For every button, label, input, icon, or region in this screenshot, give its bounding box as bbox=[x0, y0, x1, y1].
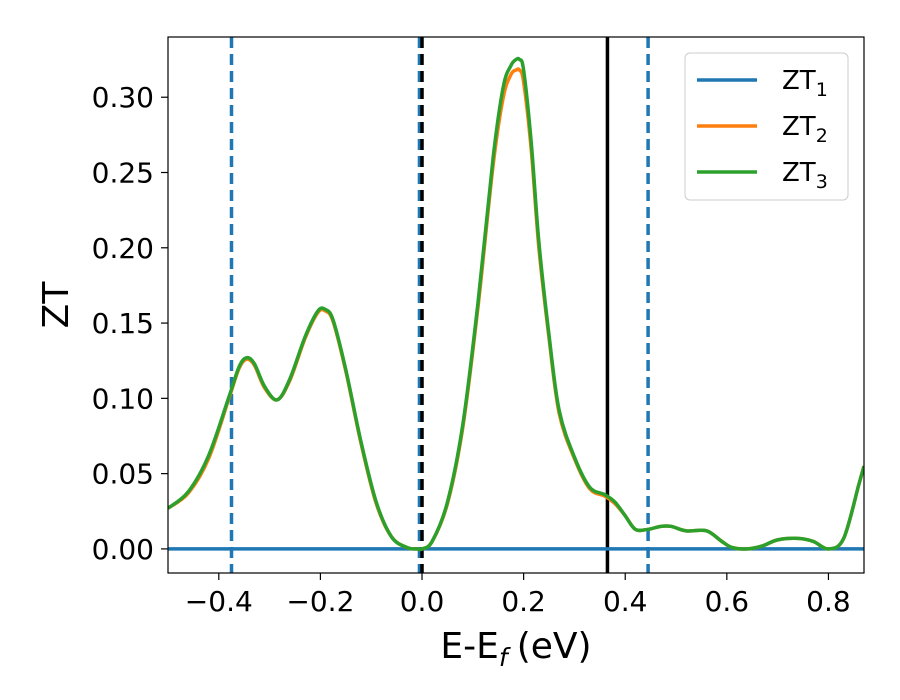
y-axis-label: ZT bbox=[36, 281, 77, 329]
legend-label-subscript: 3 bbox=[816, 171, 828, 193]
y-tick-label: 0.00 bbox=[92, 533, 154, 566]
x-tick-label: −0.4 bbox=[185, 585, 253, 618]
legend-label-main: ZT bbox=[782, 158, 816, 188]
axes-frame bbox=[167, 36, 865, 574]
y-axis: 0.00 0.05 0.10 0.15 0.20 0.25 0.30 bbox=[92, 81, 168, 566]
legend-label-subscript: 2 bbox=[816, 125, 828, 147]
y-tick-label: 0.25 bbox=[92, 157, 154, 190]
legend-label-2: ZT2 bbox=[782, 112, 828, 147]
y-tick-label: 0.05 bbox=[92, 458, 154, 491]
x-axis: −0.4 −0.2 0.0 0.2 0.4 0.6 0.8 bbox=[185, 573, 851, 618]
x-axis-label-subscript: f bbox=[499, 643, 511, 672]
legend-label-main: ZT bbox=[782, 112, 816, 142]
legend-label-3: ZT3 bbox=[782, 158, 828, 193]
y-tick-label: 0.10 bbox=[92, 382, 154, 415]
y-tick-label: 0.30 bbox=[92, 81, 154, 114]
x-tick-label: 0.6 bbox=[705, 585, 750, 618]
legend-label-subscript: 1 bbox=[816, 79, 828, 101]
x-tick-label: 0.0 bbox=[400, 585, 445, 618]
series-line-zt3 bbox=[168, 56, 864, 552]
x-tick-label: −0.2 bbox=[286, 585, 354, 618]
legend-label-1: ZT1 bbox=[782, 66, 828, 101]
legend-box bbox=[684, 52, 849, 201]
x-axis-label-unit: (eV) bbox=[517, 626, 592, 667]
x-tick-label: 0.4 bbox=[603, 585, 648, 618]
y-tick-label: 0.20 bbox=[92, 232, 154, 265]
x-axis-label: E-Ef (eV) bbox=[440, 626, 591, 672]
legend-label-main: ZT bbox=[782, 66, 816, 96]
x-tick-label: 0.2 bbox=[501, 585, 546, 618]
y-tick-label: 0.15 bbox=[92, 307, 154, 340]
x-axis-label-main: E-E bbox=[440, 626, 498, 667]
x-tick-label: 0.8 bbox=[806, 585, 851, 618]
